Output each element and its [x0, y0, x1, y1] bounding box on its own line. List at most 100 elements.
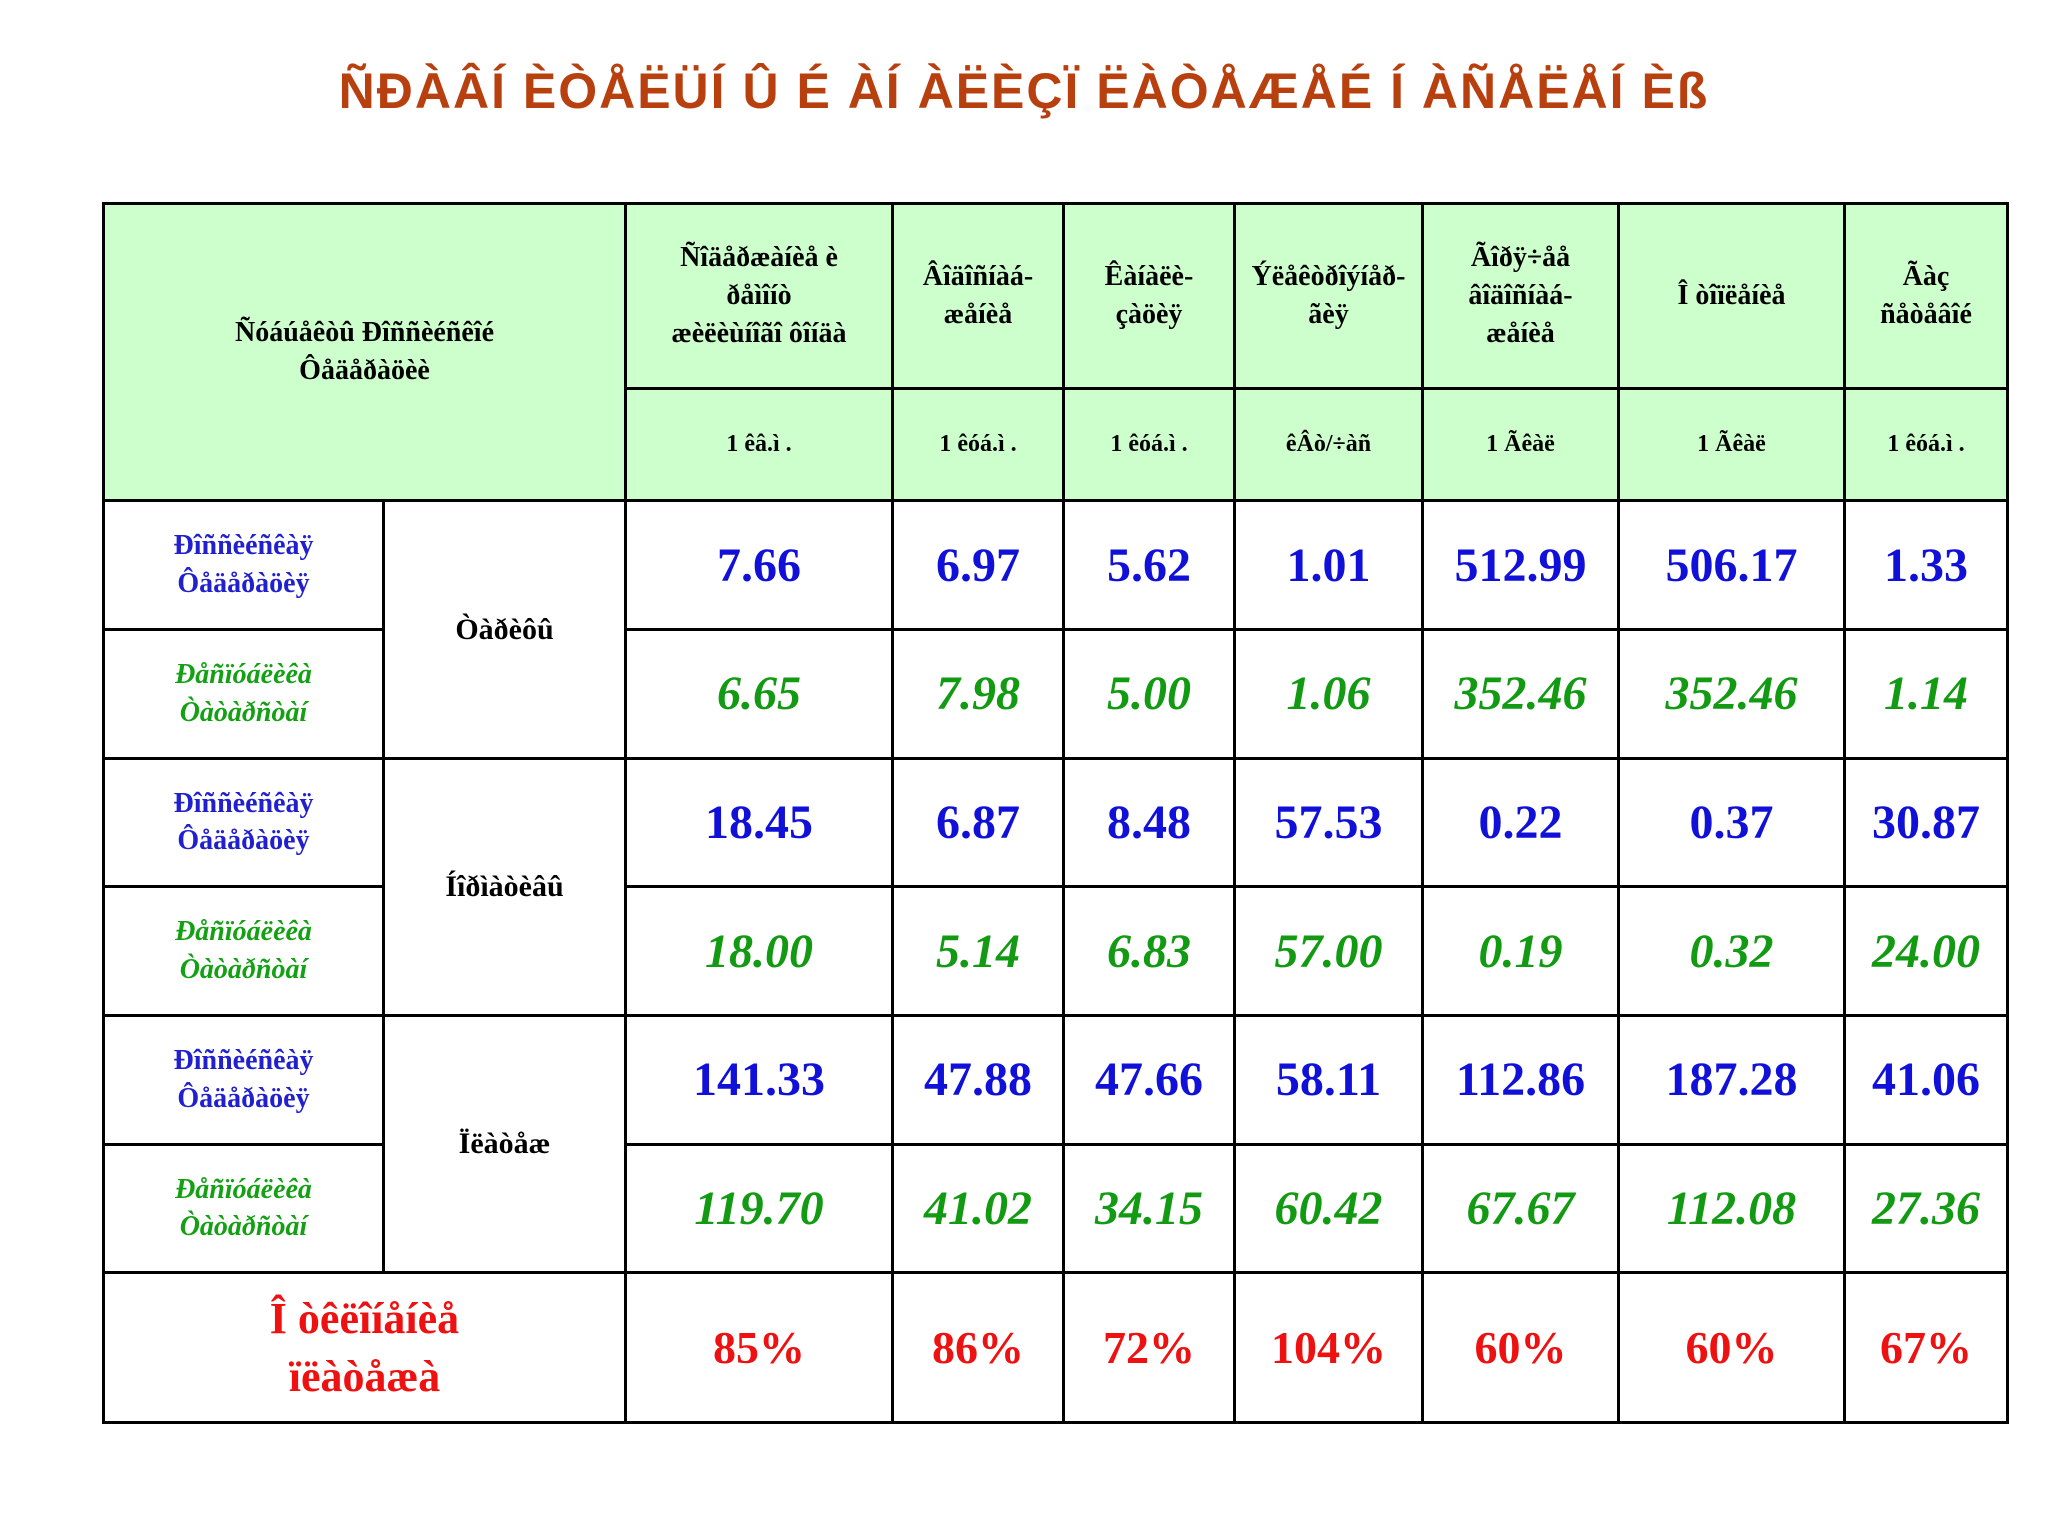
page-title: ÑÐÀÂÍ ÈÒÅËÜÍ Û É ÀÍ ÀËÈÇÏ ËÀÒÅÆÅÉ Í ÀÑÅË…: [338, 63, 1710, 119]
tariff-comparison-table: Ñóáúåêòû Ðîññèéñêîé Ôåäåðàöèè Ñîäåðæàíèå è…: [102, 201, 2009, 1424]
unit-4: êÂò/÷àñ: [1233, 386, 1424, 503]
ratio-value: 85%: [624, 1271, 894, 1424]
row-label-russia-line-2: Ôåäåðàöèÿ: [177, 568, 310, 600]
row-label-tatarstan-line-2: Òàòàðñòàí: [179, 954, 308, 986]
unit-row: 1 êâ.ì .1 êóá.ì .1 êóá.ì . êÂò/÷àñ 1 Ãêàë 1…: [104, 386, 2009, 503]
value-cell: 5.14: [891, 885, 1065, 1017]
value-cell: 47.88: [891, 1013, 1065, 1146]
ratio-value: 60%: [1617, 1271, 1846, 1424]
column-header-7: Ãàç ñåòåâîé: [1843, 202, 2009, 390]
value-cell: 1.01: [1233, 499, 1424, 631]
column-header-1: Ñîäåðæàíèå è ðåìîíò æèëèùíîãî ôîíäà: [624, 202, 894, 390]
column-header-2-line-1: Âîäîñíàá-: [922, 260, 1034, 292]
table-row: Ðåñïóáëèêà Òàòàðñòàí 18.00 5.14 6.83 57.00 0.1…: [102, 885, 2009, 1017]
table-row: Ðîññèéñêàÿ Ôåäåðàöèÿ Òàðèôû 7.66 6.97 5.62 1.0…: [102, 499, 2009, 760]
row-label-russia: Ðîññèéñêàÿ Ôåäåðàöèÿ: [102, 1013, 385, 1146]
row-label-russia-line-1: Ðîññèéñêàÿ: [173, 530, 314, 562]
row-label-tatarstan: Ðåñïóáëèêà Òàòàðñòàí: [102, 1142, 385, 1275]
column-header-7-line-1: Ãàç: [1902, 260, 1950, 292]
row-label-russia-line-2: Ôåäåðàöèÿ: [177, 1082, 310, 1114]
header-region: Ñóáúåêòû Ðîññèéñêîé Ôåäåðàöèè: [102, 201, 627, 503]
value-cell: 1.14: [1843, 628, 2009, 760]
value-cell: 7.98: [891, 628, 1065, 760]
column-header-1-line-1: Ñîäåðæàíèå è: [680, 242, 838, 274]
value-cell: 112.86: [1421, 1013, 1620, 1146]
group-label: Ïëàòåæ: [382, 1013, 627, 1275]
value-cell: 47.66: [1062, 1013, 1236, 1146]
row-label-tatarstan: Ðåñïóáëèêà Òàòàðñòàí: [102, 628, 385, 760]
unit-7: 1 êóá.ì .: [1843, 386, 2009, 503]
value-cell: 1.06: [1233, 628, 1424, 760]
column-header-5: Ãîðÿ÷åå âîäîñíàá-æåíèå: [1421, 202, 1620, 390]
unit-1: 1 êâ.ì .: [624, 386, 894, 503]
column-header-1-line-2: ðåìîíò: [726, 279, 792, 311]
ratio-label: Î òêëîíåíèå ïëàòåæà: [102, 1271, 627, 1424]
unit-6: 1 Ãêàë: [1617, 386, 1846, 503]
value-cell: 0.22: [1421, 756, 1620, 889]
column-header-4: Ýëåêòðîýíåð-ãèÿ: [1233, 202, 1424, 390]
column-header-6: Î òîïëåíèå: [1617, 202, 1846, 390]
table-row: Ðîññèéñêàÿ Ôåäåðàöèÿ Íîðìàòèâû 18.45 6.87 8.4…: [102, 756, 2009, 1017]
unit-2: 1 êóá.ì .: [891, 386, 1065, 503]
value-cell: 0.37: [1617, 756, 1846, 889]
row-label-tatarstan-line-1: Ðåñïóáëèêà: [175, 1173, 312, 1205]
table-row: Ðåñïóáëèêà Òàòàðñòàí 6.65 7.98 5.00 1.06 352.4…: [102, 628, 2009, 760]
value-cell: 352.46: [1421, 628, 1620, 760]
column-header-5-line-1: Ãîðÿ÷åå: [1470, 242, 1571, 274]
table-row: Ðåñïóáëèêà Òàòàðñòàí 119.70 41.02 34.15 60.42…: [102, 1142, 2009, 1275]
value-cell: 18.00: [624, 885, 894, 1017]
value-cell: 141.33: [624, 1013, 894, 1146]
header-region-line-2: Ôåäåðàöèè: [299, 355, 430, 387]
value-cell: 57.53: [1233, 756, 1424, 889]
group-label: Òàðèôû: [382, 499, 627, 760]
value-cell: 7.66: [624, 499, 894, 631]
value-cell: 60.42: [1233, 1142, 1424, 1275]
value-cell: 1.33: [1843, 499, 2009, 631]
row-label-tatarstan-line-2: Òàòàðñòàí: [179, 696, 308, 728]
ratio-value: 72%: [1062, 1271, 1236, 1424]
value-cell: 187.28: [1617, 1013, 1846, 1146]
row-label-tatarstan: Ðåñïóáëèêà Òàòàðñòàí: [102, 885, 385, 1017]
column-header-4-line-1: Ýëåêòðîýíåð-: [1251, 260, 1406, 292]
row-label-tatarstan-line-2: Òàòàðñòàí: [179, 1211, 308, 1243]
column-header-2-line-2: æåíèå: [943, 298, 1013, 330]
column-header-2: Âîäîñíàá-æåíèå: [891, 202, 1065, 390]
value-cell: 5.62: [1062, 499, 1236, 631]
value-cell: 512.99: [1421, 499, 1620, 631]
column-header-7-line-2: ñåòåâîé: [1880, 298, 1972, 330]
unit-5: 1 Ãêàë: [1421, 386, 1620, 503]
value-cell: 352.46: [1617, 628, 1846, 760]
ratio-value: 60%: [1421, 1271, 1620, 1424]
value-cell: 18.45: [624, 756, 894, 889]
value-cell: 119.70: [624, 1142, 894, 1275]
table-row: Ðîññèéñêàÿ Ôåäåðàöèÿ Ïëàòåæ 141.33 47.88 47.6…: [102, 1013, 2009, 1275]
ratio-row: Î òêëîíåíèå ïëàòåæà 85% 86% 72% 104% 60% 60% 67%: [102, 1271, 2009, 1424]
value-cell: 8.48: [1062, 756, 1236, 889]
header-row: Ñóáúåêòû Ðîññèéñêîé Ôåäåðàöèè Ñîäåðæàíèå è…: [102, 201, 2009, 503]
value-cell: 67.67: [1421, 1142, 1620, 1275]
column-header-5-line-3: æåíèå: [1486, 317, 1555, 349]
unit-3: 1 êóá.ì .: [1062, 386, 1236, 503]
ratio-value: 67%: [1843, 1271, 2009, 1424]
value-cell: 6.65: [624, 628, 894, 760]
value-cell: 0.19: [1421, 885, 1620, 1017]
column-header-4-line-2: ãèÿ: [1308, 298, 1349, 330]
column-header-5-line-2: âîäîñíàá-: [1468, 279, 1573, 311]
value-cell: 112.08: [1617, 1142, 1846, 1275]
column-header-6-line-1: Î òîïëåíèå: [1677, 279, 1786, 311]
value-cell: 6.87: [891, 756, 1065, 889]
ratio-value: 86%: [891, 1271, 1065, 1424]
value-cell: 0.32: [1617, 885, 1846, 1017]
value-cell: 58.11: [1233, 1013, 1424, 1146]
ratio-label-line-1: Î òêëîíåíèå: [269, 1294, 460, 1344]
header-region-line-1: Ñóáúåêòû Ðîññèéñêîé: [235, 317, 494, 349]
value-cell: 27.36: [1843, 1142, 2009, 1275]
row-label-russia: Ðîññèéñêàÿ Ôåäåðàöèÿ: [102, 756, 385, 889]
ratio-value: 104%: [1233, 1271, 1424, 1424]
ratio-label-line-2: ïëàòåæà: [288, 1351, 441, 1401]
column-header-3: Êàíàëè-çàöèÿ: [1062, 202, 1236, 390]
row-label-russia-line-1: Ðîññèéñêàÿ: [173, 787, 314, 819]
value-cell: 34.15: [1062, 1142, 1236, 1275]
value-cell: 30.87: [1843, 756, 2009, 889]
group-label: Íîðìàòèâû: [382, 756, 627, 1017]
